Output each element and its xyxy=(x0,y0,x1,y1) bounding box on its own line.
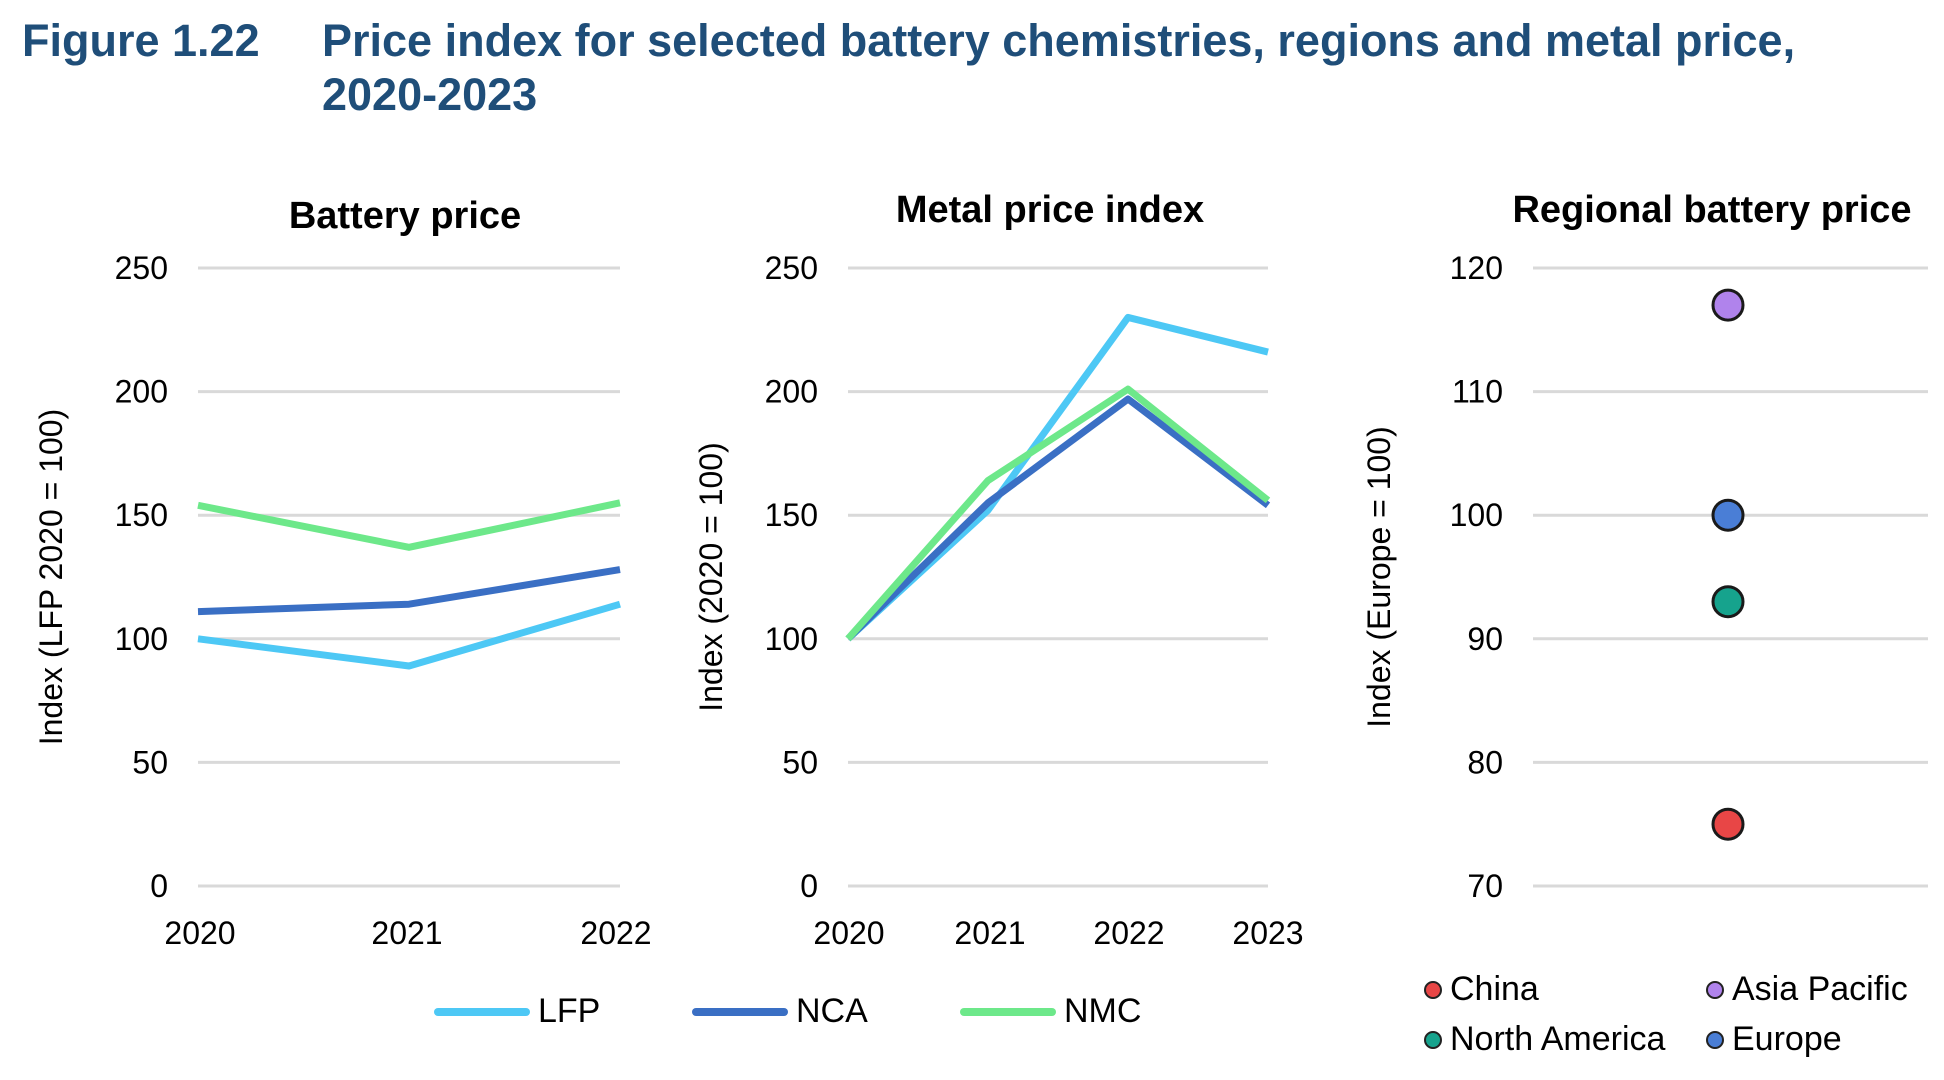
series-line-nca xyxy=(845,395,1271,642)
y-tick-label: 90 xyxy=(1467,621,1503,657)
figure-title: Price index for selected battery chemist… xyxy=(322,15,1796,120)
y-axis-label: Index (Europe = 100) xyxy=(1361,426,1397,728)
legend-swatch-nca xyxy=(692,1007,788,1016)
legend-item-nmc: NMC xyxy=(960,992,1141,1031)
y-tick-label: 50 xyxy=(132,744,168,780)
y-tick-label: 100 xyxy=(765,621,818,657)
y-axis-label: Index (LFP 2020 = 100) xyxy=(33,409,69,746)
point-north-america xyxy=(1711,585,1745,619)
series-line-nmc xyxy=(197,499,621,551)
chart-title: Regional battery price xyxy=(1512,189,1911,231)
legend-label-china: China xyxy=(1450,970,1539,1008)
y-tick-label: 150 xyxy=(115,497,168,533)
point-europe xyxy=(1711,498,1745,532)
y-tick-label: 200 xyxy=(765,374,818,410)
y-tick-label: 0 xyxy=(800,868,818,904)
y-tick-label: 150 xyxy=(765,497,818,533)
y-tick-label: 100 xyxy=(115,621,168,657)
y-tick-label: 70 xyxy=(1467,868,1503,904)
legend-item-asia-pacific: Asia Pacific xyxy=(1706,970,1908,1009)
y-tick-label: 100 xyxy=(1450,497,1503,533)
legend-item-china: China xyxy=(1424,970,1539,1009)
y-tick-label: 120 xyxy=(1450,250,1503,286)
legend-swatch-lfp xyxy=(434,1007,530,1016)
figure-number: Figure 1.22 xyxy=(22,15,260,66)
chart-title: Battery price xyxy=(289,195,521,237)
y-tick-label: 50 xyxy=(782,744,818,780)
panel-battery-price: Battery price Index (LFP 2020 = 100) 0 50 10… xyxy=(33,195,652,951)
point-china xyxy=(1711,807,1745,841)
legend-item-lfp: LFP xyxy=(434,992,600,1031)
legend-item-nca: NCA xyxy=(692,992,868,1031)
panel-metal-price: Metal price index Index (2020 = 100) 0 50 10… xyxy=(693,189,1304,951)
legend-swatch-nmc xyxy=(960,1007,1056,1016)
point-asia-pacific xyxy=(1711,288,1745,322)
y-tick-label: 0 xyxy=(150,868,168,904)
legend-dot-asia-pacific xyxy=(1706,980,1724,999)
legend-item-north-america: North America xyxy=(1424,1020,1665,1059)
series-line-lfp xyxy=(845,313,1269,642)
legend-dot-europe xyxy=(1706,1030,1724,1049)
x-tick-label: 2022 xyxy=(580,915,651,951)
legend-label-asia-pacific: Asia Pacific xyxy=(1732,970,1908,1008)
legend-label-lfp: LFP xyxy=(538,992,601,1030)
x-tick-label: 2021 xyxy=(371,915,442,951)
y-axis-label: Index (2020 = 100) xyxy=(693,442,729,712)
legend-item-europe: Europe xyxy=(1706,1020,1842,1059)
legend-label-europe: Europe xyxy=(1732,1020,1842,1058)
y-tick-label: 80 xyxy=(1467,744,1503,780)
x-tick-label: 2021 xyxy=(954,915,1025,951)
y-tick-label: 200 xyxy=(115,374,168,410)
legend-dot-china xyxy=(1424,980,1442,999)
series-line-lfp xyxy=(197,600,621,670)
legend-label-nmc: NMC xyxy=(1064,992,1142,1030)
legend-dot-north-america xyxy=(1424,1030,1442,1049)
x-tick-label: 2020 xyxy=(813,915,884,951)
y-tick-label: 110 xyxy=(1452,374,1503,410)
x-tick-label: 2020 xyxy=(164,915,235,951)
x-tick-label: 2023 xyxy=(1232,915,1303,951)
chart-title: Metal price index xyxy=(896,189,1204,231)
y-tick-label: 250 xyxy=(115,250,168,286)
panel-regional-price: Regional battery price Index (Europe = 10… xyxy=(1361,189,1928,904)
y-tick-label: 250 xyxy=(765,250,818,286)
series-line-nmc xyxy=(845,385,1271,642)
series-line-nca xyxy=(197,566,621,616)
legend-label-nca: NCA xyxy=(796,992,868,1030)
legend-label-north-america: North America xyxy=(1450,1020,1666,1058)
x-tick-label: 2022 xyxy=(1093,915,1164,951)
